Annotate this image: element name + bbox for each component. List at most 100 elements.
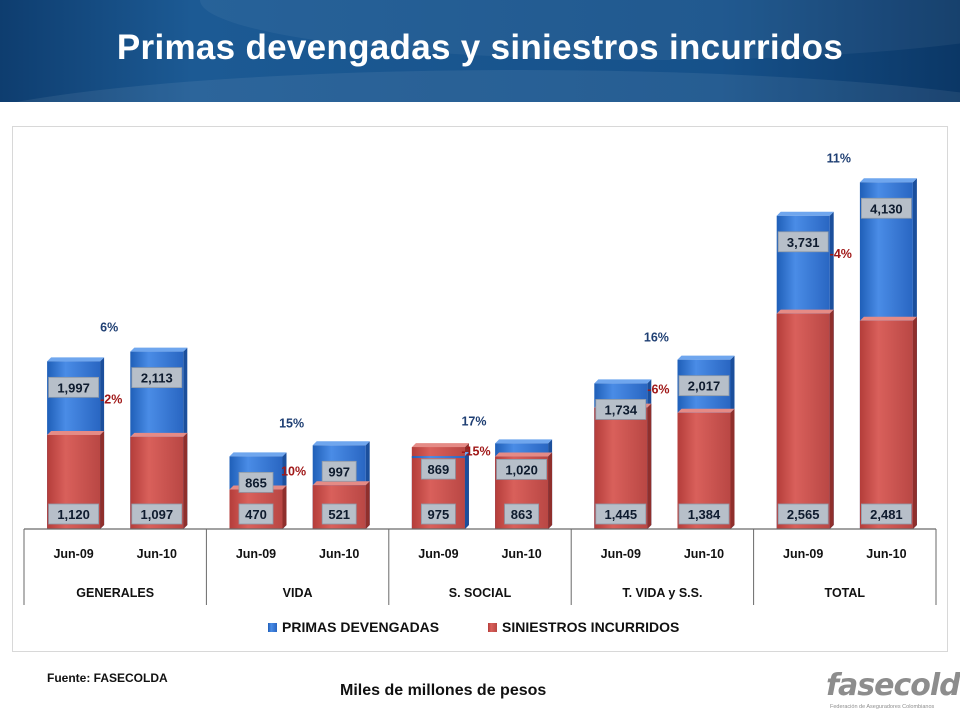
primas-data-label-box [777,231,829,253]
siniestros-data-label-box [420,503,456,525]
siniestros-data-label: 521 [328,507,350,522]
siniestros-bar-side [365,481,370,529]
primas-bar-top [677,355,735,360]
siniestros-bar-top [130,432,188,437]
siniestros-bar-side [100,430,105,529]
logo-wordmark: fasecolda [826,668,960,703]
primas-bar-top [130,347,188,352]
primas-data-label: 1,734 [605,402,638,417]
x-tick-label: Jun-10 [684,547,724,561]
primas-data-label: 2,017 [688,379,721,394]
primas-bar-top [312,441,370,446]
primas-bar-top [776,211,834,216]
siniestros-data-label-box [238,503,274,525]
primas-growth-label: 6% [100,321,118,335]
siniestros-data-label-box [131,503,183,525]
group-label: GENERALES [76,586,154,600]
siniestros-data-label: 2,565 [787,507,820,522]
legend-label-primas: PRIMAS DEVENGADAS [282,619,439,635]
primas-data-label-box [595,399,647,420]
primas-data-label-box [496,458,548,480]
primas-data-label: 869 [428,462,450,477]
x-tick-label: Jun-10 [866,547,906,561]
x-tick-label: Jun-10 [137,547,177,561]
group-label: TOTAL [825,586,866,600]
siniestros-bar-side [829,309,834,529]
siniestros-bar [776,313,830,529]
group-label: T. VIDA y S.S. [622,586,702,600]
primas-growth-label: 11% [827,151,851,165]
primas-growth-label: 15% [279,416,304,430]
siniestros-data-label: 1,097 [141,507,174,522]
primas-bar-top [859,178,917,183]
primas-data-label-box [678,375,730,397]
siniestros-bar [859,320,913,529]
siniestros-bar-top [411,443,469,448]
x-tick-label: Jun-09 [236,547,276,561]
siniestros-data-label: 1,384 [688,507,721,522]
siniestros-bar-top [312,481,370,486]
fasecolda-logo: fasecolda Federación de Aseguradores Col… [826,668,960,714]
logo-tagline: Federación de Aseguradores Colombianos [830,704,935,710]
primas-growth-label: 17% [461,414,486,428]
x-tick-label: Jun-10 [319,547,359,561]
siniestros-data-label-box [595,503,647,525]
siniestros-data-label: 975 [428,507,450,522]
siniestros-bar-top [47,430,105,435]
siniestros-data-label: 863 [511,507,533,522]
primas-bar-top [229,452,287,457]
siniestros-data-label-box [321,503,357,525]
primas-data-label-box [131,367,183,389]
primas-bar-top [495,439,553,444]
siniestros-bar-side [647,403,652,529]
primas-data-label: 3,731 [787,235,820,250]
siniestros-data-label-box [777,503,829,525]
primas-bar-side [464,452,469,529]
primas-data-label: 1,020 [505,462,538,477]
primas-bar-top [594,379,652,384]
primas-data-label: 2,113 [141,371,173,386]
siniestros-growth-label: -15% [461,444,490,458]
primas-data-label-box [861,197,912,219]
siniestros-data-label-box [504,503,540,525]
primas-data-label: 1,997 [57,380,90,395]
siniestros-bar-side [282,485,287,529]
siniestros-bar-top [776,309,834,314]
primas-data-label-box [420,458,456,480]
siniestros-bar-side [548,452,553,529]
siniestros-bar-side [730,408,735,529]
legend-swatch-siniestros [488,623,497,632]
primas-data-label: 4,130 [870,201,903,216]
x-tick-label: Jun-09 [418,547,458,561]
siniestros-bar-side [183,432,188,529]
siniestros-data-label-box [48,503,99,525]
legend-swatch-primas [268,623,277,632]
title-banner: Primas devengadas y siniestros incurrido… [0,0,960,102]
siniestros-growth-label: -4% [830,247,852,261]
page-title: Primas devengadas y siniestros incurrido… [116,28,844,67]
siniestros-growth-label: -6% [647,383,669,397]
primas-data-label-box [321,460,357,482]
siniestros-bar-side [912,316,917,529]
siniestros-data-label: 2,481 [870,507,903,522]
siniestros-data-label: 1,120 [57,507,90,522]
siniestros-bar-top [859,316,917,321]
x-tick-label: Jun-09 [53,547,93,561]
x-tick-label: Jun-10 [501,547,541,561]
group-label: S. SOCIAL [449,586,512,600]
primas-data-label-box [238,471,274,493]
source-note: Fuente: FASECOLDA [47,671,168,685]
siniestros-bar-top [677,408,735,413]
siniestros-data-label: 1,445 [605,507,638,522]
primas-bar-top [47,357,105,362]
siniestros-bar-top [495,452,553,457]
siniestros-data-label-box [861,503,912,525]
primas-bar-edge [411,456,465,459]
primas-data-label: 865 [245,475,267,490]
primas-data-label: 997 [328,464,350,479]
legend-label-siniestros: SINIESTROS INCURRIDOS [502,619,679,635]
group-label: VIDA [283,586,313,600]
primas-data-label-box [48,376,99,398]
x-tick-label: Jun-09 [783,547,823,561]
